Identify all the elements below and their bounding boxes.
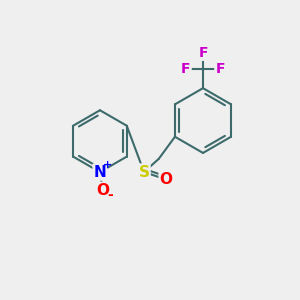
Text: F: F (215, 62, 225, 76)
Text: -: - (107, 188, 113, 202)
Text: O: O (96, 183, 110, 198)
Text: +: + (103, 160, 112, 170)
Text: S: S (139, 165, 149, 180)
Text: F: F (198, 46, 208, 60)
Text: F: F (181, 62, 191, 76)
Text: N: N (94, 165, 106, 180)
Text: O: O (160, 172, 172, 187)
